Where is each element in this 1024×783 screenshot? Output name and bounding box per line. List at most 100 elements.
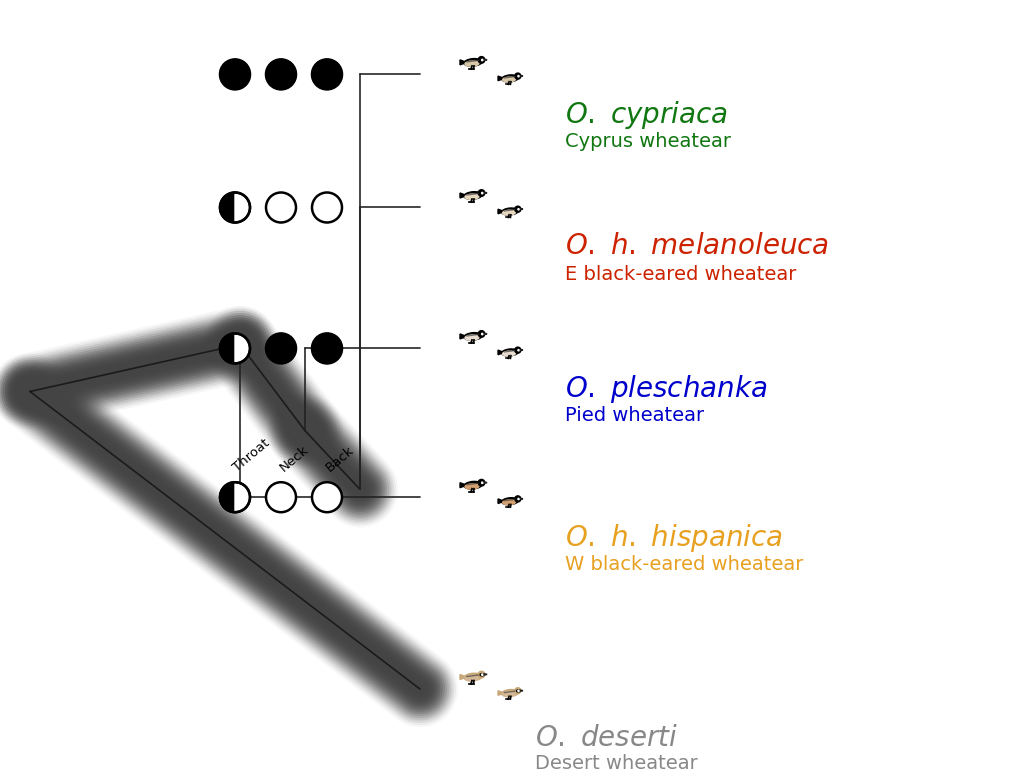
Polygon shape (498, 691, 502, 695)
Circle shape (266, 482, 296, 512)
Text: Neck: Neck (278, 443, 310, 474)
Text: Desert wheatear: Desert wheatear (535, 754, 697, 773)
Circle shape (518, 208, 519, 210)
Circle shape (515, 73, 521, 79)
Circle shape (481, 674, 483, 676)
Circle shape (478, 479, 484, 486)
Text: Throat: Throat (231, 436, 272, 474)
Text: $\it{O.\ deserti}$: $\it{O.\ deserti}$ (535, 724, 678, 752)
Circle shape (515, 687, 521, 694)
Ellipse shape (480, 333, 484, 335)
Ellipse shape (502, 498, 518, 505)
Ellipse shape (502, 208, 518, 215)
Circle shape (312, 60, 342, 89)
Circle shape (220, 334, 250, 363)
Circle shape (515, 347, 521, 353)
Circle shape (312, 60, 342, 89)
Circle shape (481, 482, 483, 484)
Ellipse shape (516, 75, 520, 78)
Circle shape (518, 349, 519, 351)
Ellipse shape (503, 210, 515, 215)
Text: Back: Back (323, 443, 356, 474)
Polygon shape (460, 60, 464, 65)
Ellipse shape (465, 61, 479, 67)
Polygon shape (498, 350, 502, 355)
Circle shape (518, 498, 519, 500)
Circle shape (478, 56, 484, 63)
Ellipse shape (516, 498, 520, 500)
Polygon shape (520, 498, 523, 500)
Circle shape (518, 690, 519, 691)
Ellipse shape (480, 59, 484, 61)
Polygon shape (460, 674, 464, 680)
Ellipse shape (516, 690, 520, 692)
Ellipse shape (464, 673, 482, 681)
Text: Pied wheatear: Pied wheatear (565, 406, 705, 425)
Circle shape (312, 334, 342, 363)
Circle shape (312, 482, 342, 512)
Ellipse shape (480, 482, 484, 484)
Circle shape (481, 334, 483, 335)
Text: $\it{O.\ cypriaca}$: $\it{O.\ cypriaca}$ (565, 99, 728, 132)
Circle shape (220, 60, 250, 89)
Circle shape (481, 60, 483, 61)
Ellipse shape (516, 208, 520, 211)
Ellipse shape (465, 676, 479, 681)
Ellipse shape (480, 673, 484, 676)
Ellipse shape (464, 482, 482, 489)
Wedge shape (234, 193, 250, 222)
Wedge shape (220, 482, 234, 512)
Polygon shape (484, 673, 487, 675)
Ellipse shape (464, 192, 482, 200)
Wedge shape (234, 334, 250, 363)
Circle shape (266, 334, 296, 363)
Ellipse shape (464, 333, 482, 341)
Circle shape (312, 193, 342, 222)
Circle shape (478, 189, 484, 197)
Circle shape (266, 60, 296, 89)
Ellipse shape (465, 194, 479, 200)
Ellipse shape (516, 349, 520, 352)
Polygon shape (484, 482, 487, 483)
Ellipse shape (503, 691, 515, 697)
Wedge shape (220, 334, 234, 363)
Text: E black-eared wheatear: E black-eared wheatear (565, 265, 797, 284)
Circle shape (518, 75, 519, 77)
Polygon shape (498, 499, 502, 503)
Circle shape (478, 330, 484, 337)
Polygon shape (520, 208, 523, 210)
Circle shape (478, 671, 484, 678)
Circle shape (220, 482, 250, 512)
Ellipse shape (502, 349, 518, 356)
Polygon shape (484, 192, 487, 193)
Circle shape (515, 206, 521, 212)
Ellipse shape (503, 77, 515, 82)
Text: $\it{O.\ pleschanka}$: $\it{O.\ pleschanka}$ (565, 373, 768, 406)
Circle shape (481, 193, 483, 194)
Ellipse shape (503, 351, 515, 356)
Circle shape (220, 193, 250, 222)
Polygon shape (498, 76, 502, 81)
Text: W black-eared wheatear: W black-eared wheatear (565, 555, 804, 574)
Text: $\it{O.\ h.\ hispanica}$: $\it{O.\ h.\ hispanica}$ (565, 522, 783, 554)
Circle shape (266, 334, 296, 363)
Ellipse shape (464, 59, 482, 67)
Circle shape (266, 60, 296, 89)
Polygon shape (484, 59, 487, 60)
Polygon shape (484, 333, 487, 334)
Ellipse shape (502, 690, 518, 697)
Polygon shape (460, 482, 464, 488)
Wedge shape (220, 193, 234, 222)
Ellipse shape (502, 75, 518, 82)
Text: $\it{O.\ h.\ melanoleuca}$: $\it{O.\ h.\ melanoleuca}$ (565, 233, 829, 261)
Ellipse shape (465, 335, 479, 341)
Circle shape (220, 60, 250, 89)
Polygon shape (460, 193, 464, 198)
Polygon shape (520, 690, 523, 691)
Circle shape (312, 334, 342, 363)
Polygon shape (460, 334, 464, 339)
Polygon shape (520, 349, 523, 351)
Wedge shape (234, 482, 250, 512)
Ellipse shape (480, 192, 484, 194)
Text: Cyprus wheatear: Cyprus wheatear (565, 132, 731, 151)
